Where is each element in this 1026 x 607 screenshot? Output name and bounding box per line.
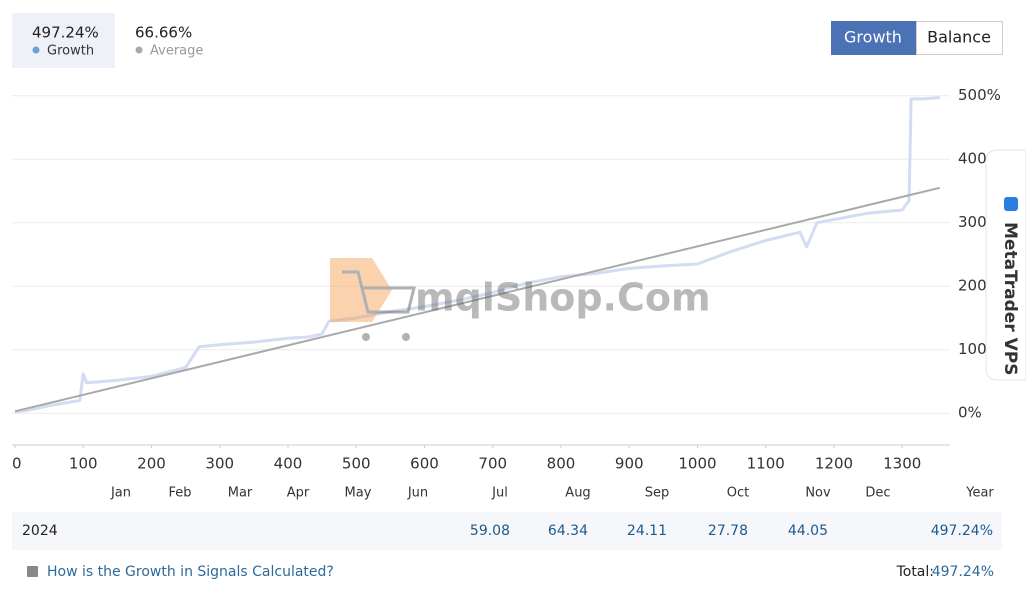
growth-line xyxy=(14,96,940,414)
month-value: 27.78 xyxy=(708,523,748,539)
legend-dot xyxy=(32,46,40,54)
x-tick-label: 800 xyxy=(547,455,576,473)
x-tick-label: 300 xyxy=(205,455,234,473)
month-header: Jul xyxy=(491,486,508,501)
help-link[interactable]: How is the Growth in Signals Calculated? xyxy=(47,564,334,580)
cart-icon xyxy=(342,270,416,314)
month-header: Jun xyxy=(407,486,428,501)
month-header: Apr xyxy=(287,486,310,501)
x-tick-label: 600 xyxy=(410,455,439,473)
tab-label[interactable]: Balance xyxy=(927,28,991,47)
watermark-logo: mqlShop.Com xyxy=(330,258,711,341)
year-header: Year xyxy=(965,486,994,501)
month-value: 44.05 xyxy=(788,523,828,539)
x-tick-label: 1100 xyxy=(747,455,785,473)
average-line xyxy=(14,186,941,413)
growth-tab[interactable] xyxy=(831,21,916,55)
month-value: 59.08 xyxy=(470,523,510,539)
summary-box xyxy=(12,13,115,68)
x-tick-label: 900 xyxy=(615,455,644,473)
watermark-text: mqlShop.Com xyxy=(415,276,711,320)
legend-label: Growth xyxy=(47,44,94,59)
legend-label: Average xyxy=(150,44,203,59)
month-value: 24.11 xyxy=(627,523,667,539)
x-tick-label: 1300 xyxy=(883,455,921,473)
x-tick-label: 700 xyxy=(478,455,507,473)
x-tick-label: 400 xyxy=(274,455,303,473)
cart-wheel xyxy=(402,333,410,341)
info-icon xyxy=(27,566,38,577)
row-year: 2024 xyxy=(22,523,58,539)
growth-summary: 497.24% xyxy=(32,24,99,42)
table-row xyxy=(12,512,1002,550)
vps-icon xyxy=(1004,197,1018,211)
month-value: 64.34 xyxy=(548,523,588,539)
tag-shape xyxy=(330,258,392,322)
month-header: Oct xyxy=(727,486,749,501)
month-header: Dec xyxy=(865,486,890,501)
x-tick-label: 500 xyxy=(342,455,371,473)
x-tick-label: 200 xyxy=(137,455,166,473)
month-header: May xyxy=(345,486,372,501)
month-header: Feb xyxy=(168,486,191,501)
month-header: Aug xyxy=(565,486,590,501)
row-total: 497.24% xyxy=(931,523,993,539)
y-tick-label: 500% xyxy=(958,86,1001,104)
x-tick-label: 100 xyxy=(69,455,98,473)
cart-wheel xyxy=(362,333,370,341)
x-tick-label: 1000 xyxy=(678,455,716,473)
x-tick-label: 1200 xyxy=(815,455,853,473)
month-header: Jan xyxy=(110,486,131,501)
total-value: 497.24% xyxy=(932,564,994,580)
balance-tab[interactable] xyxy=(916,21,1003,55)
month-header: Nov xyxy=(805,486,831,501)
tab-label[interactable]: Growth xyxy=(844,28,902,47)
x-tick-label: 0 xyxy=(12,455,22,473)
average-summary: 66.66% xyxy=(135,24,192,42)
side-tab-label[interactable]: MetaTrader VPS xyxy=(1000,222,1020,376)
month-header: Mar xyxy=(228,486,253,501)
month-header: Sep xyxy=(645,486,670,501)
legend-dot xyxy=(135,46,143,54)
y-tick-label: 0% xyxy=(958,404,982,422)
total-label: Total: xyxy=(896,564,934,580)
